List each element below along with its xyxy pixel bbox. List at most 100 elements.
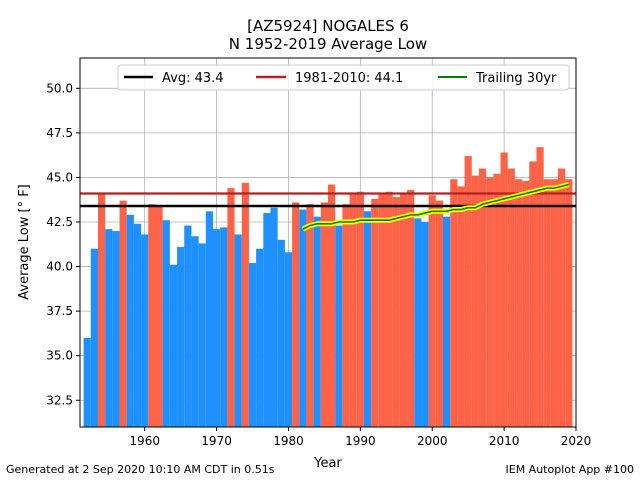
bar-2019 [565,179,573,427]
bar-1981 [292,202,300,427]
x-tick-label: 1980 [273,434,304,448]
y-tick-label: 45.0 [46,170,73,184]
bar-1954 [97,193,106,427]
bar-1964 [169,264,178,427]
footer-app-id: IEM Autoplot App #100 [505,463,635,476]
x-tick-label: 2010 [489,434,520,448]
reference-lines [80,192,576,208]
y-tick-label: 42.5 [46,215,73,229]
bar-1960 [141,234,149,427]
bar-1963 [162,220,170,427]
bar-1973 [234,234,242,427]
bar-1990 [356,191,364,427]
bar-2004 [457,186,465,427]
bar-2002 [443,216,451,427]
chart-subtitle: N 1952-2019 Average Low [229,35,427,53]
x-axis-label: Year [313,456,342,471]
bar-1974 [241,182,249,427]
plot-frame [79,57,577,428]
legend-label-trailing: Trailing 30yr [475,71,557,86]
y-tick-label: 37.5 [46,304,73,318]
bar-2015 [536,147,544,427]
y-axis-label: Average Low [° F] [17,184,32,300]
trailing-line [301,182,570,232]
bar-1991 [363,211,372,427]
bar-2016 [543,179,551,427]
bar-1988 [342,204,350,427]
bar-2008 [486,177,494,427]
bar-2011 [507,168,515,428]
y-tick-label: 40.0 [46,260,73,274]
bar-1976 [256,248,264,427]
bar-1980 [284,252,293,427]
bar-1998 [414,218,422,427]
bar-2007 [478,168,487,428]
chart-title: [AZ5924] NOGALES 6 [247,17,409,35]
bar-1975 [248,263,257,427]
bar-2005 [464,156,472,428]
legend-label-climo: 1981-2010: 44.1 [295,71,403,86]
legend: Avg: 43.4 1981-2010: 44.1 Trailing 30yr [117,64,570,91]
legend-frame [117,64,570,91]
x-tick-label: 2000 [417,434,448,448]
bar-1997 [407,189,415,427]
bar-2001 [435,200,444,427]
bar-2017 [550,179,559,427]
bar-2006 [471,175,479,427]
bar-1970 [212,229,221,427]
bar-2000 [428,195,436,427]
bar-1972 [227,188,235,427]
bar-1958 [126,214,134,427]
bar-1979 [277,239,285,427]
bar-1955 [105,229,113,427]
legend-label-avg: Avg: 43.4 [162,71,224,86]
bar-1971 [220,227,228,427]
bar-1956 [112,230,120,427]
bar-2013 [522,181,530,427]
x-tick-label: 1970 [201,434,232,448]
bar-1989 [349,193,357,427]
bar-1959 [133,223,142,427]
bar-1953 [90,248,98,427]
bar-1977 [263,213,271,427]
bar-1952 [83,337,91,427]
trailing-line-path [302,183,570,230]
bar-1983 [306,204,314,427]
y-tick-label: 50.0 [46,81,73,95]
bar-1992 [371,198,379,427]
y-tick-label: 47.5 [46,126,73,140]
x-tick-label: 2020 [561,434,592,448]
bar-1982 [299,209,307,427]
x-tick-label: 1990 [345,434,376,448]
bar-1994 [385,191,393,427]
bar-1966 [184,225,192,427]
bar-2012 [514,179,523,427]
bar-1965 [177,246,185,427]
y-tick-label: 32.5 [46,393,73,407]
bar-1978 [270,207,278,427]
bar-1996 [399,193,408,427]
footer-generated-text: Generated at 2 Sep 2020 10:10 AM CDT in … [6,463,275,476]
bar-2014 [529,161,537,428]
x-axis-ticks: 1960 1970 1980 1990 2000 2010 2020 [129,427,591,448]
bar-2009 [493,173,501,427]
bar-1995 [392,197,400,427]
bar-2010 [500,152,508,427]
bar-1967 [191,236,199,427]
bar-1957 [119,200,127,427]
bars [83,147,573,428]
x-tick-label: 1960 [129,434,160,448]
bar-1962 [155,205,163,427]
y-tick-label: 35.0 [46,349,73,363]
bar-1985 [320,202,328,427]
bar-1961 [148,204,156,427]
bar-1969 [205,211,213,427]
bar-1999 [421,222,429,427]
bar-2018 [558,168,566,428]
bar-1986 [328,184,336,427]
y-axis-ticks: 32.5 35.0 37.5 40.0 42.5 45.0 47.5 50.0 [46,81,80,407]
bar-1968 [198,243,206,427]
bar-2003 [450,179,458,427]
bar-1993 [378,193,386,427]
